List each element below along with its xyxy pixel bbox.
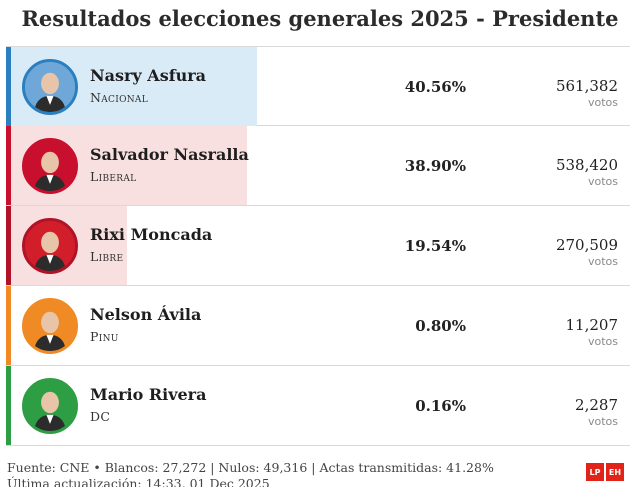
publisher-logos: LP EH [586,463,624,481]
candidate-row-3: Nelson Ávila Pinu 0.80% 11,207 votos [6,286,630,366]
votes-unit-label: votos [587,415,618,428]
candidate-avatar [22,138,78,194]
party-name: Libre [90,249,124,264]
votes-unit-label: votos [587,255,618,268]
party-name: DC [90,409,111,424]
candidate-name: Nelson Ávila [90,305,202,324]
candidate-row-4: Mario Rivera DC 0.16% 2,287 votos [6,366,630,446]
vote-count: 538,420 [555,156,618,174]
party-color-accent [6,366,11,445]
votes-unit-label: votos [587,96,618,109]
votes-unit-label: votos [587,335,618,348]
candidate-name: Mario Rivera [90,385,207,404]
page-title: Resultados elecciones generales 2025 - P… [21,6,619,31]
vote-count: 2,287 [575,396,618,414]
party-name: Pinu [90,329,119,344]
candidate-row-1: Salvador Nasralla Liberal 38.90% 538,420… [6,126,630,206]
vote-count: 11,207 [565,316,619,334]
candidate-row-2: Rixi Moncada Libre 19.54% 270,509 votos [6,206,630,286]
vote-percentage: 38.90% [404,157,466,175]
party-name: Nacional [90,90,149,105]
party-color-accent [6,206,11,285]
candidate-avatar [22,218,78,274]
vote-percentage: 0.80% [415,317,466,335]
source-footer: Fuente: CNE • Blancos: 27,272 | Nulos: 4… [7,460,494,487]
person-silhouette-icon [25,381,75,431]
vote-percentage: 0.16% [415,397,466,415]
vote-count: 270,509 [555,236,618,254]
candidate-avatar [22,298,78,354]
vote-percentage: 19.54% [404,237,466,255]
candidate-name: Salvador Nasralla [90,145,249,164]
candidate-avatar [22,378,78,434]
votes-unit-label: votos [587,175,618,188]
results-table: Nasry Asfura Nacional 40.56% 561,382 vot… [6,46,630,446]
vote-percentage: 40.56% [404,78,466,96]
person-silhouette-icon [25,301,75,351]
vote-count: 561,382 [555,77,618,95]
party-color-accent [6,47,11,126]
party-color-accent [6,126,11,205]
candidate-name: Nasry Asfura [90,66,207,85]
person-silhouette-icon [25,221,75,271]
lp-logo: LP [586,463,604,481]
eh-logo: EH [606,463,624,481]
person-silhouette-icon [25,62,75,112]
party-name: Liberal [90,169,137,184]
party-color-accent [6,286,11,365]
source-line: Fuente: CNE • Blancos: 27,272 | Nulos: 4… [7,460,494,475]
person-silhouette-icon [25,141,75,191]
candidate-name: Rixi Moncada [90,225,213,244]
candidate-avatar [22,59,78,115]
candidate-row-0: Nasry Asfura Nacional 40.56% 561,382 vot… [6,46,630,126]
last-updated-line: Última actualización: 14:33, 01 Dec 2025 [7,476,270,487]
